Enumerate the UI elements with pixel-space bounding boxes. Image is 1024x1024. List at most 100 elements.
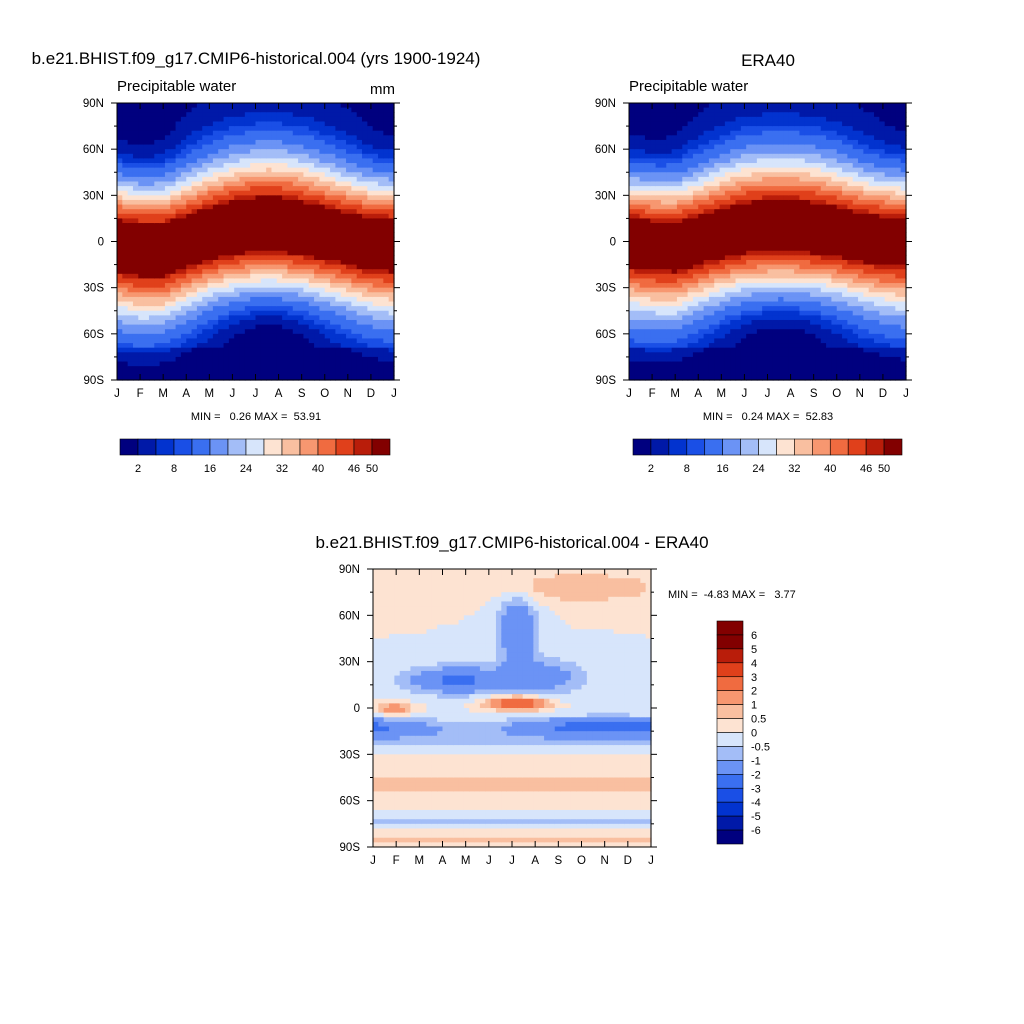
contour-cell: [682, 103, 689, 109]
contour-cell: [170, 232, 177, 238]
contour-cell: [292, 121, 299, 127]
contour-cell: [383, 273, 390, 280]
contour-cell: [346, 287, 352, 293]
contour-cell: [346, 172, 352, 178]
contour-cell: [170, 324, 177, 330]
contour-cell: [298, 176, 305, 183]
contour-cell: [730, 352, 737, 358]
contour-cell: [660, 116, 667, 123]
contour-cell: [175, 195, 182, 201]
contour-cell: [234, 149, 241, 155]
contour-cell: [367, 301, 374, 307]
contour-cell: [356, 283, 363, 289]
contour-cell: [356, 167, 363, 173]
contour-cell: [143, 241, 150, 247]
contour-cell: [298, 135, 305, 141]
contour-cell: [740, 361, 747, 367]
contour-cell: [260, 255, 267, 261]
contour-cell: [634, 283, 641, 289]
contour-cell: [282, 135, 289, 141]
contour-cell: [228, 287, 235, 293]
contour-cell: [117, 232, 123, 238]
contour-cell: [138, 139, 145, 146]
contour-cell: [340, 250, 347, 256]
contour-cell: [388, 172, 395, 178]
contour-cell: [751, 273, 758, 280]
contour-cell: [250, 236, 257, 243]
contour-cell: [644, 264, 651, 270]
contour-cell: [730, 218, 737, 224]
contour-cell: [644, 375, 651, 381]
contour-cell: [724, 343, 731, 349]
contour-cell: [356, 218, 363, 224]
contour-cell: [660, 296, 667, 303]
contour-cell: [687, 172, 694, 178]
contour-cell: [778, 306, 785, 312]
contour-cell: [239, 209, 246, 215]
contour-cell: [356, 144, 363, 150]
contour-cell: [298, 283, 305, 289]
contour-cell: [762, 209, 769, 215]
contour-cell: [276, 163, 283, 169]
contour-cell: [772, 306, 779, 312]
contour-cell: [138, 236, 145, 243]
contour-cell: [186, 126, 193, 132]
contour-cell: [191, 259, 198, 266]
contour-cell: [362, 241, 368, 247]
contour-cell: [282, 227, 289, 233]
contour-cell: [324, 195, 331, 201]
contour-cell: [319, 209, 326, 215]
contour-cell: [383, 121, 390, 127]
contour-cell: [767, 130, 774, 136]
contour-cell: [234, 333, 241, 340]
contour-cell: [692, 269, 699, 275]
contour-cell: [383, 361, 390, 367]
contour-cell: [175, 269, 182, 275]
contour-cell: [362, 370, 368, 376]
contour-cell: [271, 264, 278, 270]
contour-cell: [159, 273, 166, 280]
contour-cell: [367, 347, 374, 353]
contour-cell: [234, 241, 241, 247]
contour-cell: [255, 259, 262, 266]
contour-cell: [351, 283, 358, 289]
contour-cell: [629, 167, 635, 173]
contour-cell: [682, 324, 689, 330]
contour-cell: [735, 370, 742, 376]
contour-cell: [762, 250, 769, 256]
contour-cell: [335, 361, 342, 367]
contour-cell: [122, 213, 129, 220]
contour-cell: [650, 343, 657, 349]
contour-cell: [367, 269, 374, 275]
contour-cell: [250, 149, 257, 155]
contour-cell: [143, 338, 150, 344]
contour-cell: [292, 352, 299, 358]
contour-cell: [676, 103, 683, 109]
contour-cell: [180, 135, 187, 141]
contour-cell: [154, 319, 161, 326]
contour-cell: [175, 176, 182, 183]
contour-cell: [383, 186, 390, 192]
contour-cell: [708, 107, 715, 113]
contour-cell: [207, 283, 214, 289]
contour-cell: [356, 163, 363, 169]
contour-cell: [756, 153, 763, 159]
contour-cell: [655, 352, 662, 358]
contour-cell: [303, 301, 310, 307]
contour-cell: [639, 163, 646, 169]
contour-cell: [127, 223, 134, 229]
contour-cell: [762, 213, 769, 220]
contour-cell: [388, 186, 395, 192]
contour-cell: [164, 361, 171, 367]
contour-cell: [138, 116, 145, 123]
contour-cell: [308, 103, 315, 109]
contour-cell: [719, 343, 726, 349]
contour-cell: [223, 241, 230, 247]
contour-cell: [703, 315, 710, 321]
contour-cell: [644, 130, 651, 136]
contour-cell: [634, 116, 641, 123]
contour-cell: [324, 163, 331, 169]
contour-cell: [772, 343, 779, 349]
contour-cell: [170, 213, 177, 220]
contour-cell: [244, 361, 251, 367]
